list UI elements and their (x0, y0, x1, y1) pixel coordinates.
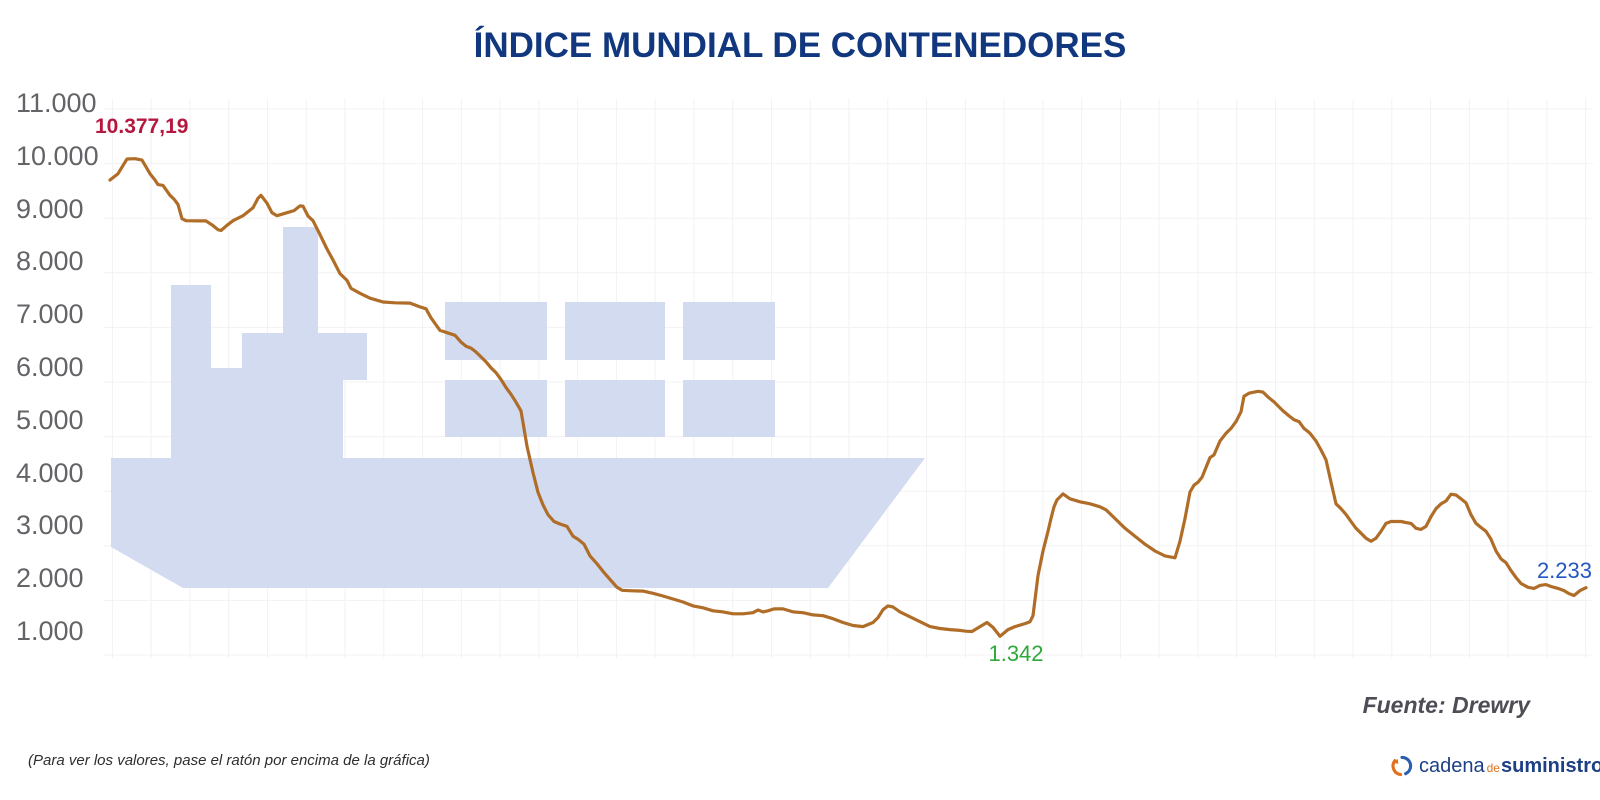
y-axis-tick-label: 1.000 (16, 616, 84, 646)
logo-word-suministro: suministro (1500, 754, 1600, 777)
page-title: ÍNDICE MUNDIAL DE CONTENEDORES (473, 26, 1127, 65)
y-axis-tick-label: 5.000 (16, 404, 84, 435)
y-axis-tick-label: 6.000 (16, 352, 84, 382)
container-ship-watermark (111, 227, 925, 588)
cadena-de-suministro-logo[interactable]: cadena de suministro (1391, 752, 1600, 780)
y-axis-tick-label: 11.000 (16, 88, 97, 118)
chart-line[interactable] (108, 157, 1588, 638)
ship-superstructure (171, 227, 367, 458)
hover-hint-note: (Para ver los valores, pase el ratón por… (28, 752, 430, 769)
annotation-last: 2.233 (1536, 558, 1592, 583)
y-axis-tick-label: 2.000 (16, 563, 84, 594)
source-credit: Fuente: Drewry (1362, 692, 1530, 718)
ship-containers (445, 302, 775, 437)
annotation-min: 1.342 (988, 641, 1044, 666)
y-axis-tick-label: 8.000 (16, 246, 84, 277)
logo-sync-icon (1391, 755, 1413, 777)
y-axis-tick-label: 7.000 (16, 299, 84, 330)
y-axis-tick-label: 3.000 (16, 510, 84, 541)
y-axis-tick-label: 10.000 (16, 140, 99, 171)
logo-word-de: de (1486, 761, 1500, 775)
y-axis-tick-label: 4.000 (16, 457, 84, 488)
ship-hull (111, 458, 925, 588)
annotation-max: 10.377,19 (95, 115, 189, 138)
y-axis-tick-label: 9.000 (16, 193, 84, 224)
logo-word-cadena: cadena (1419, 754, 1485, 777)
